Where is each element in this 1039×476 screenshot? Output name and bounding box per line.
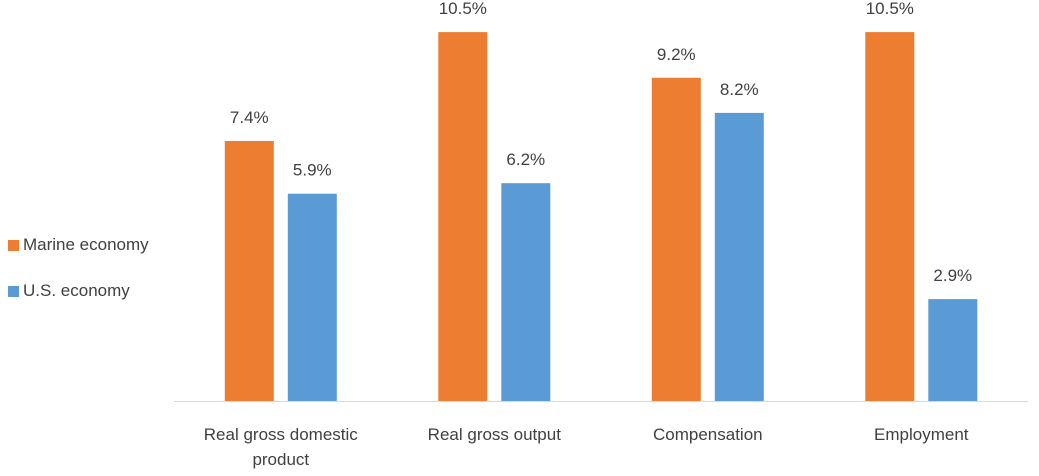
- data-label-marine-economy-0: 7.4%: [230, 108, 269, 127]
- category-label-line: Real gross output: [428, 425, 562, 444]
- data-label-marine-economy-3: 10.5%: [866, 0, 914, 18]
- data-label-marine-economy-1: 10.5%: [439, 0, 487, 18]
- legend-item-marine-economy: Marine economy: [8, 234, 149, 256]
- category-label-line: Employment: [874, 425, 969, 444]
- category-label-0: Real gross domestic product: [204, 425, 359, 469]
- data-label-u-s-economy-3: 2.9%: [933, 266, 972, 285]
- bar-u-s-economy-3: [928, 299, 978, 401]
- category-label-line: Compensation: [653, 425, 763, 444]
- data-label-u-s-economy-1: 6.2%: [506, 150, 545, 169]
- data-label-marine-economy-2: 9.2%: [657, 45, 696, 64]
- bar-marine-economy-0: [224, 141, 274, 401]
- bar-u-s-economy-1: [501, 183, 551, 401]
- legend-label-marine-economy: Marine economy: [23, 235, 149, 254]
- data-label-u-s-economy-0: 5.9%: [293, 161, 332, 180]
- category-label-2: Compensation: [653, 425, 763, 444]
- bar-u-s-economy-0: [287, 193, 337, 401]
- legend: Marine economy U.S. economy: [8, 234, 149, 326]
- legend-swatch-us-economy: [8, 285, 19, 297]
- bar-marine-economy-1: [438, 32, 488, 401]
- data-label-u-s-economy-2: 8.2%: [720, 80, 759, 99]
- category-label-line: product: [252, 450, 309, 469]
- bar-u-s-economy-2: [714, 112, 764, 402]
- category-label-line: Real gross domestic: [204, 425, 359, 444]
- legend-swatch-marine-economy: [8, 239, 19, 251]
- bar-marine-economy-3: [865, 32, 915, 401]
- category-label-3: Employment: [874, 425, 969, 444]
- category-label-1: Real gross output: [428, 425, 562, 444]
- legend-label-us-economy: U.S. economy: [23, 281, 130, 300]
- legend-item-us-economy: U.S. economy: [8, 280, 149, 302]
- bar-marine-economy-2: [651, 77, 701, 402]
